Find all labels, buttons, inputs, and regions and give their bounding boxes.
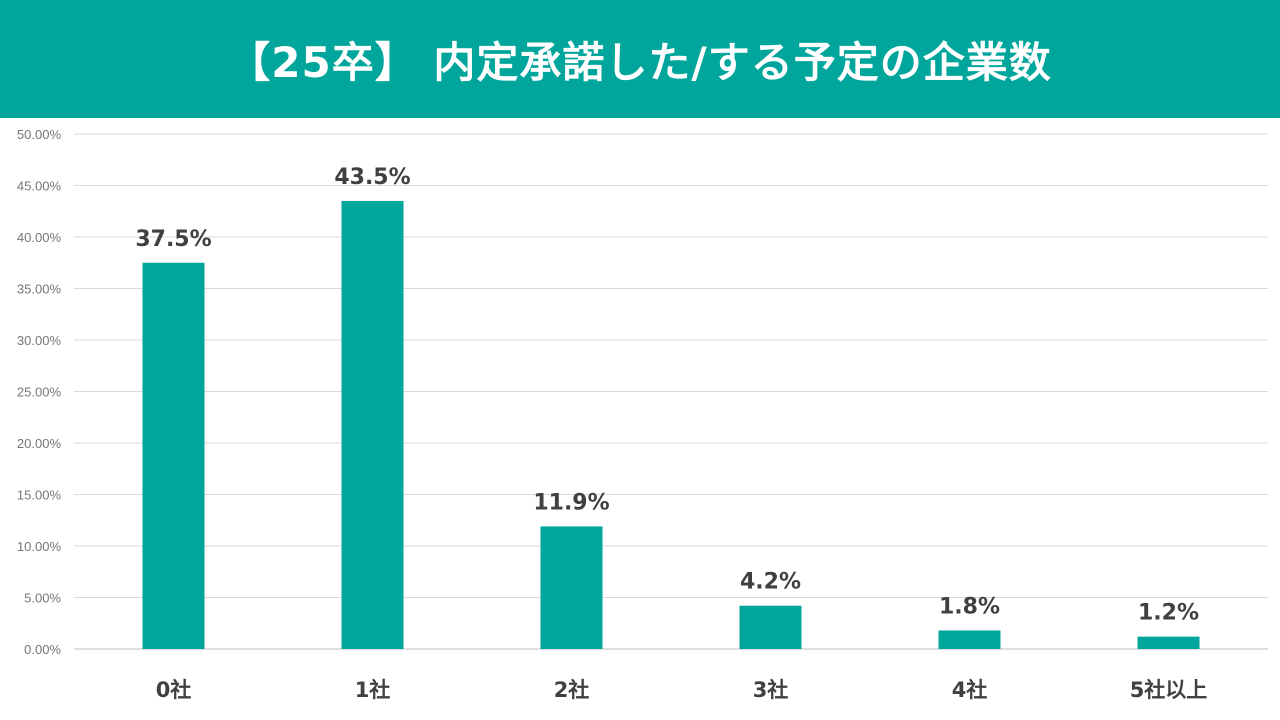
x-tick-label: 0社 (156, 678, 192, 702)
y-tick-label: 50.00% (17, 127, 62, 142)
bar (938, 630, 1001, 649)
x-tick-label: 5社以上 (1130, 678, 1208, 702)
y-tick-label: 10.00% (17, 539, 62, 554)
bar (1137, 636, 1200, 649)
x-tick-label: 3社 (753, 678, 789, 702)
y-tick-label: 35.00% (17, 282, 62, 297)
chart-title: 【25卒】 内定承諾した/する予定の企業数 (228, 37, 1052, 87)
title-bar: 【25卒】 内定承諾した/する予定の企業数 (0, 0, 1280, 118)
y-tick-label: 15.00% (17, 488, 62, 503)
data-label: 4.2% (740, 570, 801, 595)
y-tick-label: 30.00% (17, 333, 62, 348)
y-tick-label: 25.00% (17, 385, 62, 400)
x-tick-label: 4社 (952, 678, 988, 702)
bar (341, 200, 404, 649)
y-tick-label: 45.00% (17, 179, 62, 194)
x-tick-label: 2社 (554, 678, 590, 702)
data-label: 1.8% (939, 594, 1000, 619)
y-tick-label: 5.00% (24, 591, 61, 606)
bar (739, 605, 802, 649)
data-label: 1.2% (1138, 601, 1199, 626)
y-tick-label: 20.00% (17, 436, 62, 451)
bar (142, 262, 205, 649)
y-tick-label: 40.00% (17, 230, 62, 245)
bar-chart: 0.00% 5.00% 10.00% 15.00% 20.00% 25.00% 30.00%… (17, 127, 1268, 702)
bar (540, 526, 603, 649)
y-tick-label: 0.00% (24, 642, 61, 657)
data-label: 11.9% (533, 490, 609, 515)
data-label: 37.5% (135, 227, 211, 252)
data-label: 43.5% (334, 165, 410, 190)
x-tick-label: 1社 (355, 678, 391, 702)
